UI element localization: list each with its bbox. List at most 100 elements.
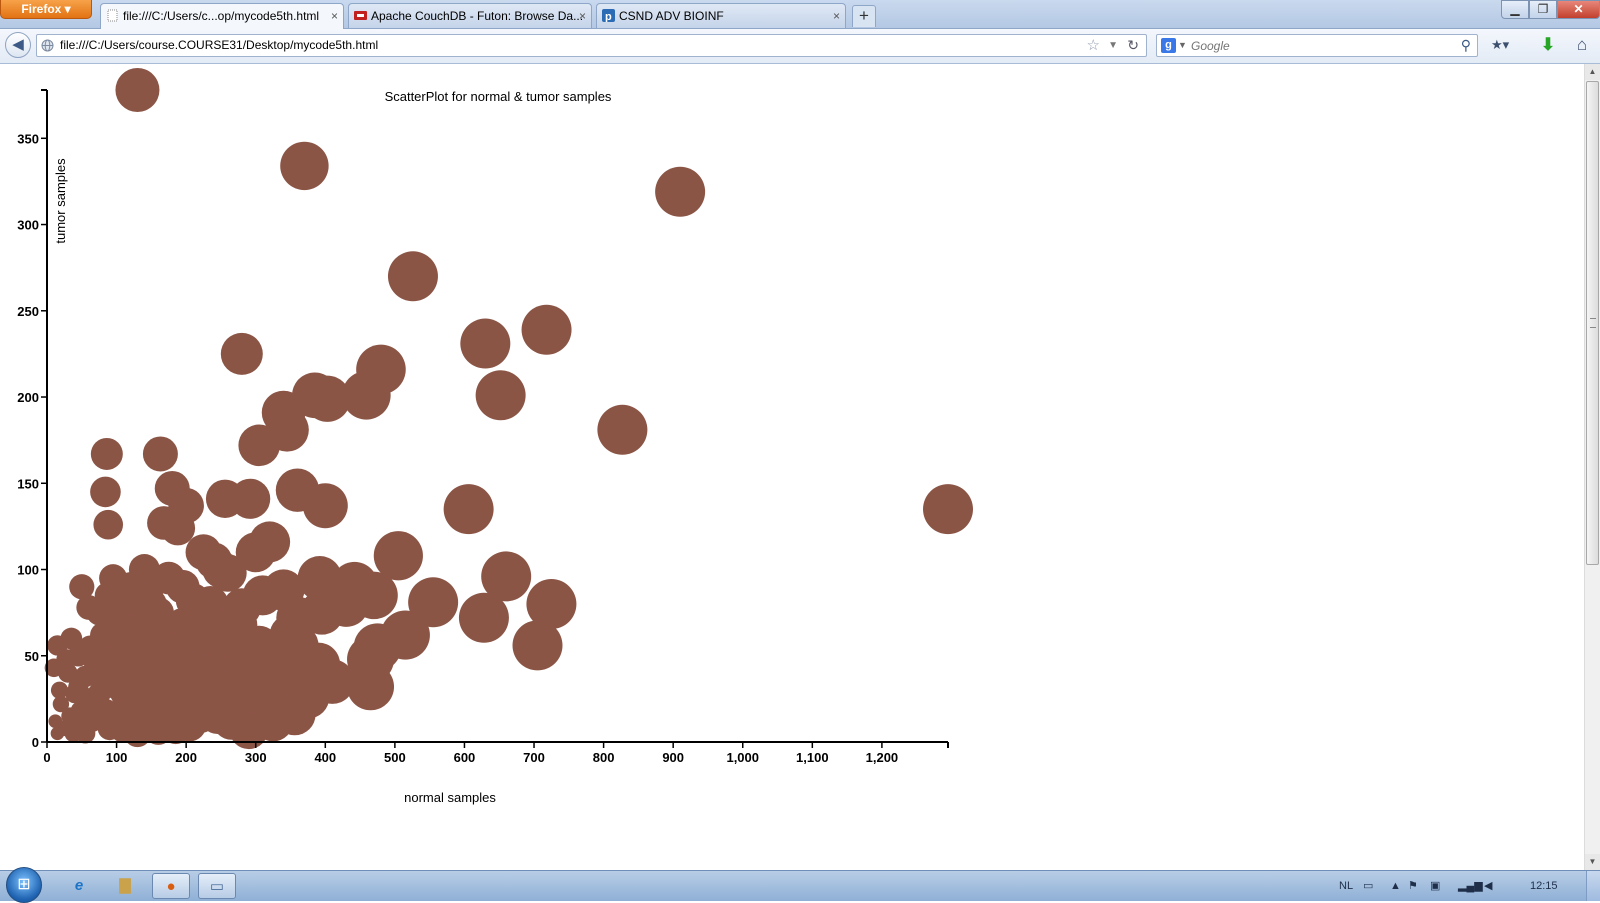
scatter-point	[152, 561, 186, 595]
chevron-up-icon[interactable]: ▲	[1390, 880, 1401, 892]
star-icon[interactable]: ☆	[1086, 37, 1100, 54]
scatter-point	[68, 676, 89, 697]
x-tick-label: 100	[106, 750, 128, 765]
search-input[interactable]	[1191, 36, 1441, 55]
tab-close-icon[interactable]: ×	[832, 9, 840, 23]
device-icon[interactable]: ▣	[1430, 880, 1441, 892]
scatter-point	[99, 564, 128, 593]
scatter-point	[56, 649, 77, 670]
y-tick-label: 0	[32, 735, 39, 750]
x-tick-label: 400	[314, 750, 336, 765]
window-restore-button[interactable]: ❐	[1529, 0, 1557, 19]
x-tick-label: 1,200	[866, 750, 899, 765]
scatter-point	[512, 620, 563, 671]
volume-muted-icon[interactable]: ◀	[1484, 880, 1493, 892]
y-tick-label: 100	[17, 563, 39, 578]
scatter-point	[182, 655, 218, 691]
scroll-down-arrow-icon[interactable]: ▼	[1585, 854, 1600, 870]
y-tick-label: 50	[25, 649, 39, 664]
window-close-button[interactable]: ✕	[1557, 0, 1600, 19]
scatter-point	[135, 588, 167, 620]
x-tick-label: 0	[43, 750, 50, 765]
x-tick-label: 300	[245, 750, 267, 765]
scatter-point	[238, 424, 281, 467]
scatter-point	[115, 68, 160, 112]
windows-start-icon[interactable]: ⊞	[6, 867, 42, 903]
scatter-point	[52, 695, 70, 713]
p-site-icon: p	[602, 9, 615, 22]
scatter-point	[149, 674, 181, 706]
tab-close-icon[interactable]: ×	[578, 9, 586, 23]
scatter-point	[387, 251, 438, 302]
couchdb-icon	[354, 11, 367, 20]
scatter-point	[50, 726, 65, 741]
window-minimize-button[interactable]: ▁	[1501, 0, 1529, 19]
scatter-point	[342, 371, 391, 420]
magnifier-icon[interactable]: ⚲	[1460, 37, 1471, 53]
page-content: 0 100 200 300 400 500 600 700 800 900 1,000 1,100 1,…	[0, 64, 1584, 870]
network-signal-icon[interactable]: ▂▄▆	[1458, 880, 1483, 892]
keyboard-icon[interactable]: ▭	[1363, 880, 1374, 892]
firefox-menu-button[interactable]: Firefox ▾	[0, 0, 92, 19]
scatter-point	[460, 318, 511, 369]
points-layer	[44, 68, 973, 750]
scatter-point	[475, 370, 526, 421]
scatter-point	[521, 304, 572, 355]
scatter-point	[458, 592, 509, 643]
firefox-menu-label: Firefox	[21, 2, 62, 16]
show-desktop-button[interactable]	[1586, 871, 1600, 901]
tab-close-icon[interactable]: ×	[330, 9, 338, 23]
x-tick-label: 200	[175, 750, 197, 765]
scatter-point	[69, 574, 95, 600]
scatter-point	[50, 681, 69, 699]
x-axis-label: normal samples	[404, 790, 496, 805]
scatter-point	[182, 699, 218, 734]
flag-icon[interactable]: ⚑	[1408, 880, 1418, 892]
scatter-point	[481, 551, 532, 602]
new-tab-button[interactable]: +	[852, 5, 876, 27]
chevron-down-icon[interactable]: ▼	[1108, 40, 1118, 51]
url-bar[interactable]: file:///C:/Users/course.COURSE31/Desktop…	[36, 34, 1147, 57]
window-taskbar-icon[interactable]: ▭	[198, 873, 236, 899]
bookmarks-menu-button[interactable]: ★▾	[1491, 37, 1510, 52]
url-text[interactable]: file:///C:/Users/course.COURSE31/Desktop…	[60, 38, 379, 52]
download-arrow-icon[interactable]: ⬇	[1540, 35, 1556, 54]
scatter-point	[61, 707, 79, 725]
tab-mycode5th[interactable]: file:///C:/Users/c...op/mycode5th.html ×	[100, 3, 344, 29]
scatter-point	[60, 627, 83, 650]
folder-icon[interactable]: ▇	[119, 877, 131, 894]
reload-icon[interactable]: ↻	[1127, 37, 1139, 53]
google-engine-icon[interactable]: g	[1161, 38, 1176, 53]
chevron-down-icon[interactable]: ▼	[1178, 40, 1187, 50]
scatter-point	[93, 509, 124, 540]
blank-page-icon	[107, 9, 118, 22]
search-bar[interactable]: g ▼ ⚲	[1156, 34, 1478, 57]
scatter-point	[304, 375, 351, 422]
scatter-point	[373, 531, 423, 581]
language-indicator[interactable]: NL	[1339, 880, 1354, 892]
internet-explorer-icon[interactable]: e	[74, 877, 84, 894]
x-tick-label: 600	[454, 750, 476, 765]
scatter-point	[232, 674, 272, 714]
x-tick-label: 500	[384, 750, 406, 765]
scatter-point	[219, 605, 258, 644]
tab-csnd-adv-bioinf[interactable]: p CSND ADV BIOINF ×	[596, 3, 846, 28]
x-tick-label: 700	[523, 750, 545, 765]
scatter-point	[347, 663, 395, 711]
clock[interactable]: 12:15	[1530, 880, 1558, 892]
tab-couchdb-futon[interactable]: Apache CouchDB - Futon: Browse Da... ×	[348, 3, 592, 28]
scatter-point	[48, 714, 63, 729]
scroll-up-arrow-icon[interactable]: ▲	[1585, 64, 1600, 80]
scatter-point	[172, 618, 207, 652]
scatter-point	[408, 577, 459, 628]
scroll-thumb[interactable]	[1586, 81, 1599, 565]
back-arrow-icon[interactable]: ◀	[5, 32, 31, 58]
tab-strip: Firefox ▾ file:///C:/Users/c...op/mycode…	[0, 0, 1600, 29]
tab-label: CSND ADV BIOINF	[619, 9, 724, 23]
home-icon[interactable]: ⌂	[1576, 35, 1588, 54]
vertical-scrollbar[interactable]: ▲ ▼	[1584, 64, 1600, 870]
scatter-point	[107, 708, 133, 735]
firefox-taskbar-icon[interactable]: ●	[152, 873, 190, 899]
x-tick-label: 1,100	[796, 750, 829, 765]
scatter-point	[78, 635, 102, 659]
